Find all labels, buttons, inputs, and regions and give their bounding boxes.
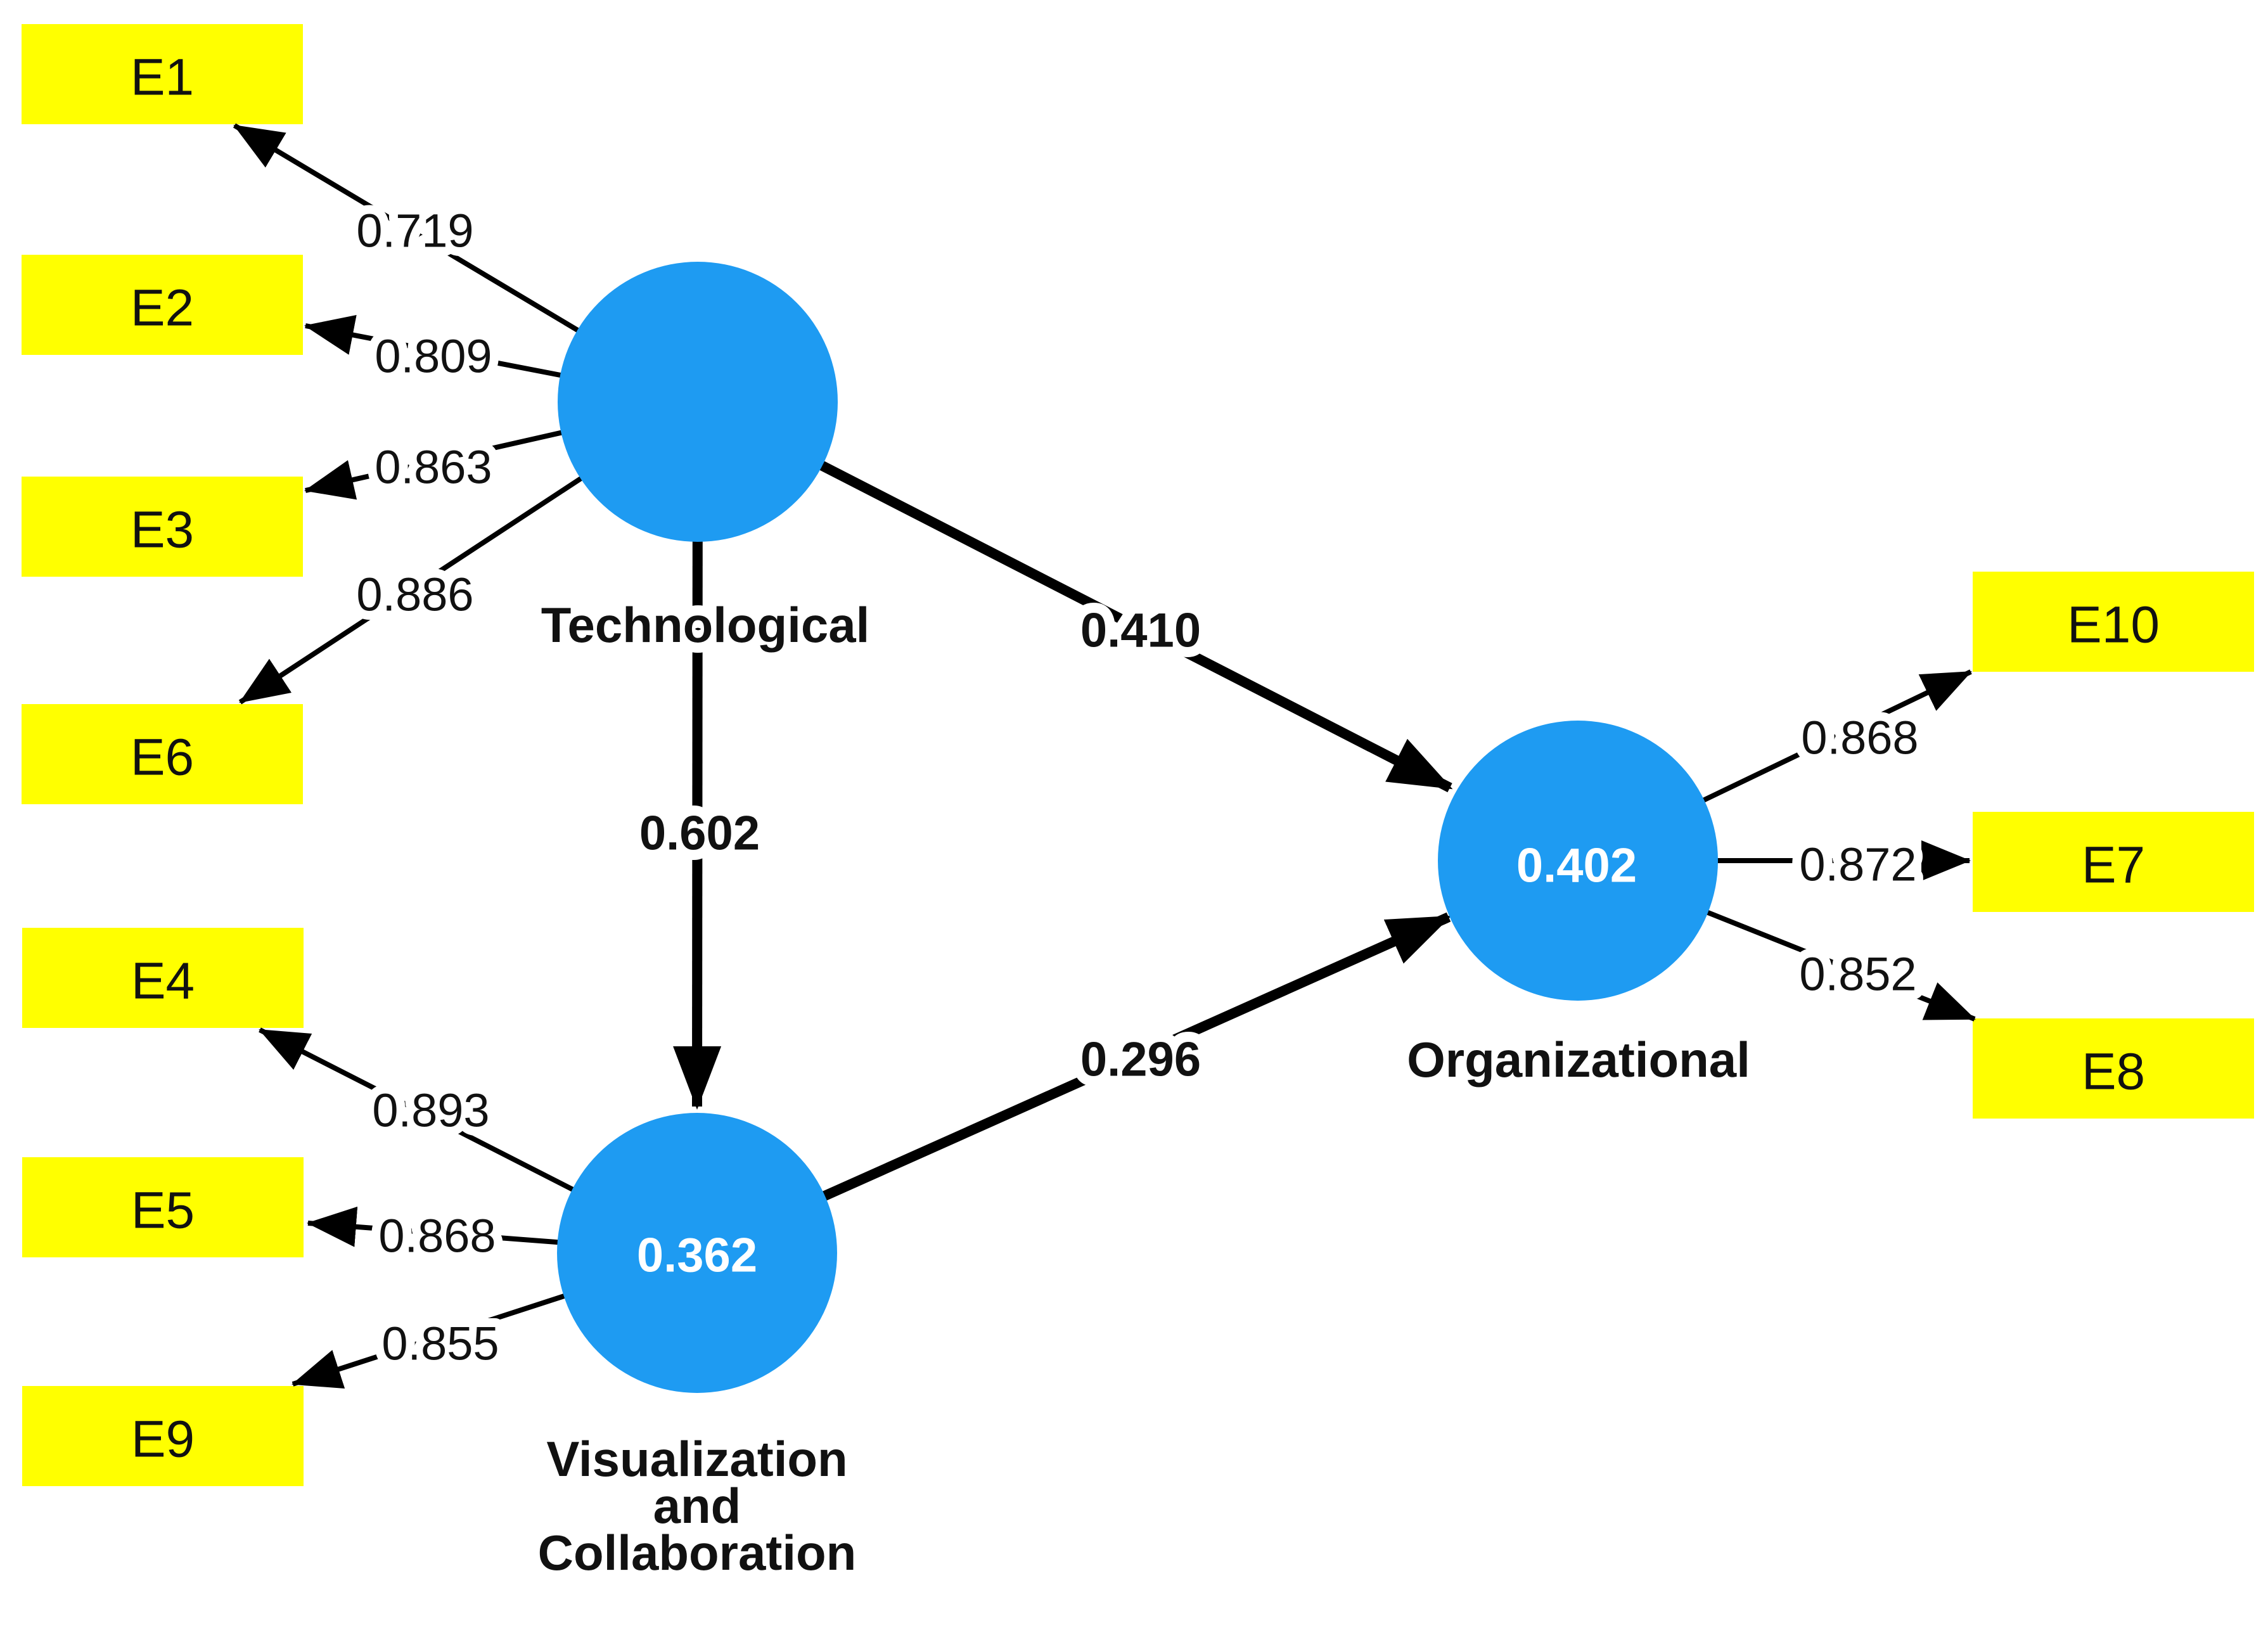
loading-value-labels: 0.719 0.809 0.863 0.886 0.893 0.868 0.85…	[347, 196, 1927, 1379]
loading-value-E1[interactable]: 0.719	[347, 196, 482, 266]
loading-value-E2[interactable]: 0.809	[366, 321, 501, 392]
indicator-E5[interactable]	[22, 1157, 304, 1257]
path-value-technological-organizational[interactable]: 0.410	[1070, 594, 1211, 668]
indicator-label-E9: E9	[131, 1411, 195, 1468]
loading-value-E9[interactable]: 0.855	[373, 1309, 508, 1379]
construct-visualization-and-collaboration[interactable]	[557, 1113, 837, 1393]
indicator-label-E10: E10	[2067, 596, 2160, 654]
construct-label-visualization-line2: and	[653, 1478, 741, 1534]
construct-label-organizational: Organizational	[1407, 1032, 1750, 1088]
construct-name-labels: Technological Organizational Visualizati…	[528, 587, 1760, 1591]
indicator-labels: E1 E2 E3 E6 E4 E5 E9 E10 E7 E8	[131, 49, 2160, 1468]
r2-value-organizational: 0.402	[1516, 839, 1637, 893]
loading-value-E3[interactable]: 0.863	[366, 432, 501, 503]
indicator-E7[interactable]	[1973, 812, 2254, 912]
construct-technological[interactable]	[558, 262, 838, 542]
construct-label-visualization-line1: Visualization	[546, 1431, 847, 1487]
indicator-E8[interactable]	[1973, 1018, 2254, 1119]
loading-value-E6[interactable]: 0.886	[347, 560, 482, 630]
loading-value-E7[interactable]: 0.872	[1790, 830, 1925, 900]
indicator-E2[interactable]	[22, 255, 303, 355]
indicator-label-E5: E5	[131, 1182, 195, 1240]
indicator-label-E2: E2	[131, 279, 194, 337]
construct-organizational[interactable]	[1438, 721, 1718, 1001]
indicator-label-E8: E8	[2082, 1043, 2145, 1101]
construct-label-visualization-and-collaboration: Visualization and Collaboration	[528, 1421, 867, 1591]
indicator-E4[interactable]	[22, 928, 304, 1028]
construct-label-visualization-line3: Collaboration	[538, 1525, 857, 1581]
path-coefficient-labels: 0.410 0.602 0.296	[629, 594, 1211, 1097]
loading-value-E10[interactable]: 0.868	[1792, 703, 1927, 773]
indicator-label-E1: E1	[131, 49, 194, 106]
construct-circles	[557, 262, 1718, 1393]
loading-arrows	[233, 123, 1976, 1389]
loading-value-E8[interactable]: 0.852	[1790, 939, 1925, 1010]
path-arrow-technological-organizational[interactable]	[695, 397, 1453, 793]
indicator-E1[interactable]	[22, 24, 303, 124]
indicator-E9[interactable]	[22, 1386, 304, 1486]
indicator-label-E7: E7	[2082, 837, 2145, 894]
r2-values: 0.362 0.402	[637, 839, 1637, 1283]
r2-value-visualization: 0.362	[637, 1229, 757, 1283]
indicator-E3[interactable]	[22, 477, 303, 577]
indicator-E6[interactable]	[22, 704, 303, 804]
indicator-E10[interactable]	[1973, 572, 2254, 672]
structural-path-arrows	[673, 397, 1453, 1258]
indicator-boxes	[22, 24, 2254, 1486]
construct-label-technological: Technological	[541, 597, 870, 653]
path-value-visualization-organizational[interactable]: 0.296	[1070, 1023, 1211, 1097]
indicator-label-E4: E4	[131, 953, 195, 1010]
indicator-label-E3: E3	[131, 501, 194, 559]
indicator-label-E6: E6	[131, 729, 194, 786]
loading-value-E4[interactable]: 0.893	[363, 1075, 498, 1146]
path-value-technological-visualization[interactable]: 0.602	[629, 797, 770, 871]
loading-value-E5[interactable]: 0.868	[369, 1201, 504, 1271]
